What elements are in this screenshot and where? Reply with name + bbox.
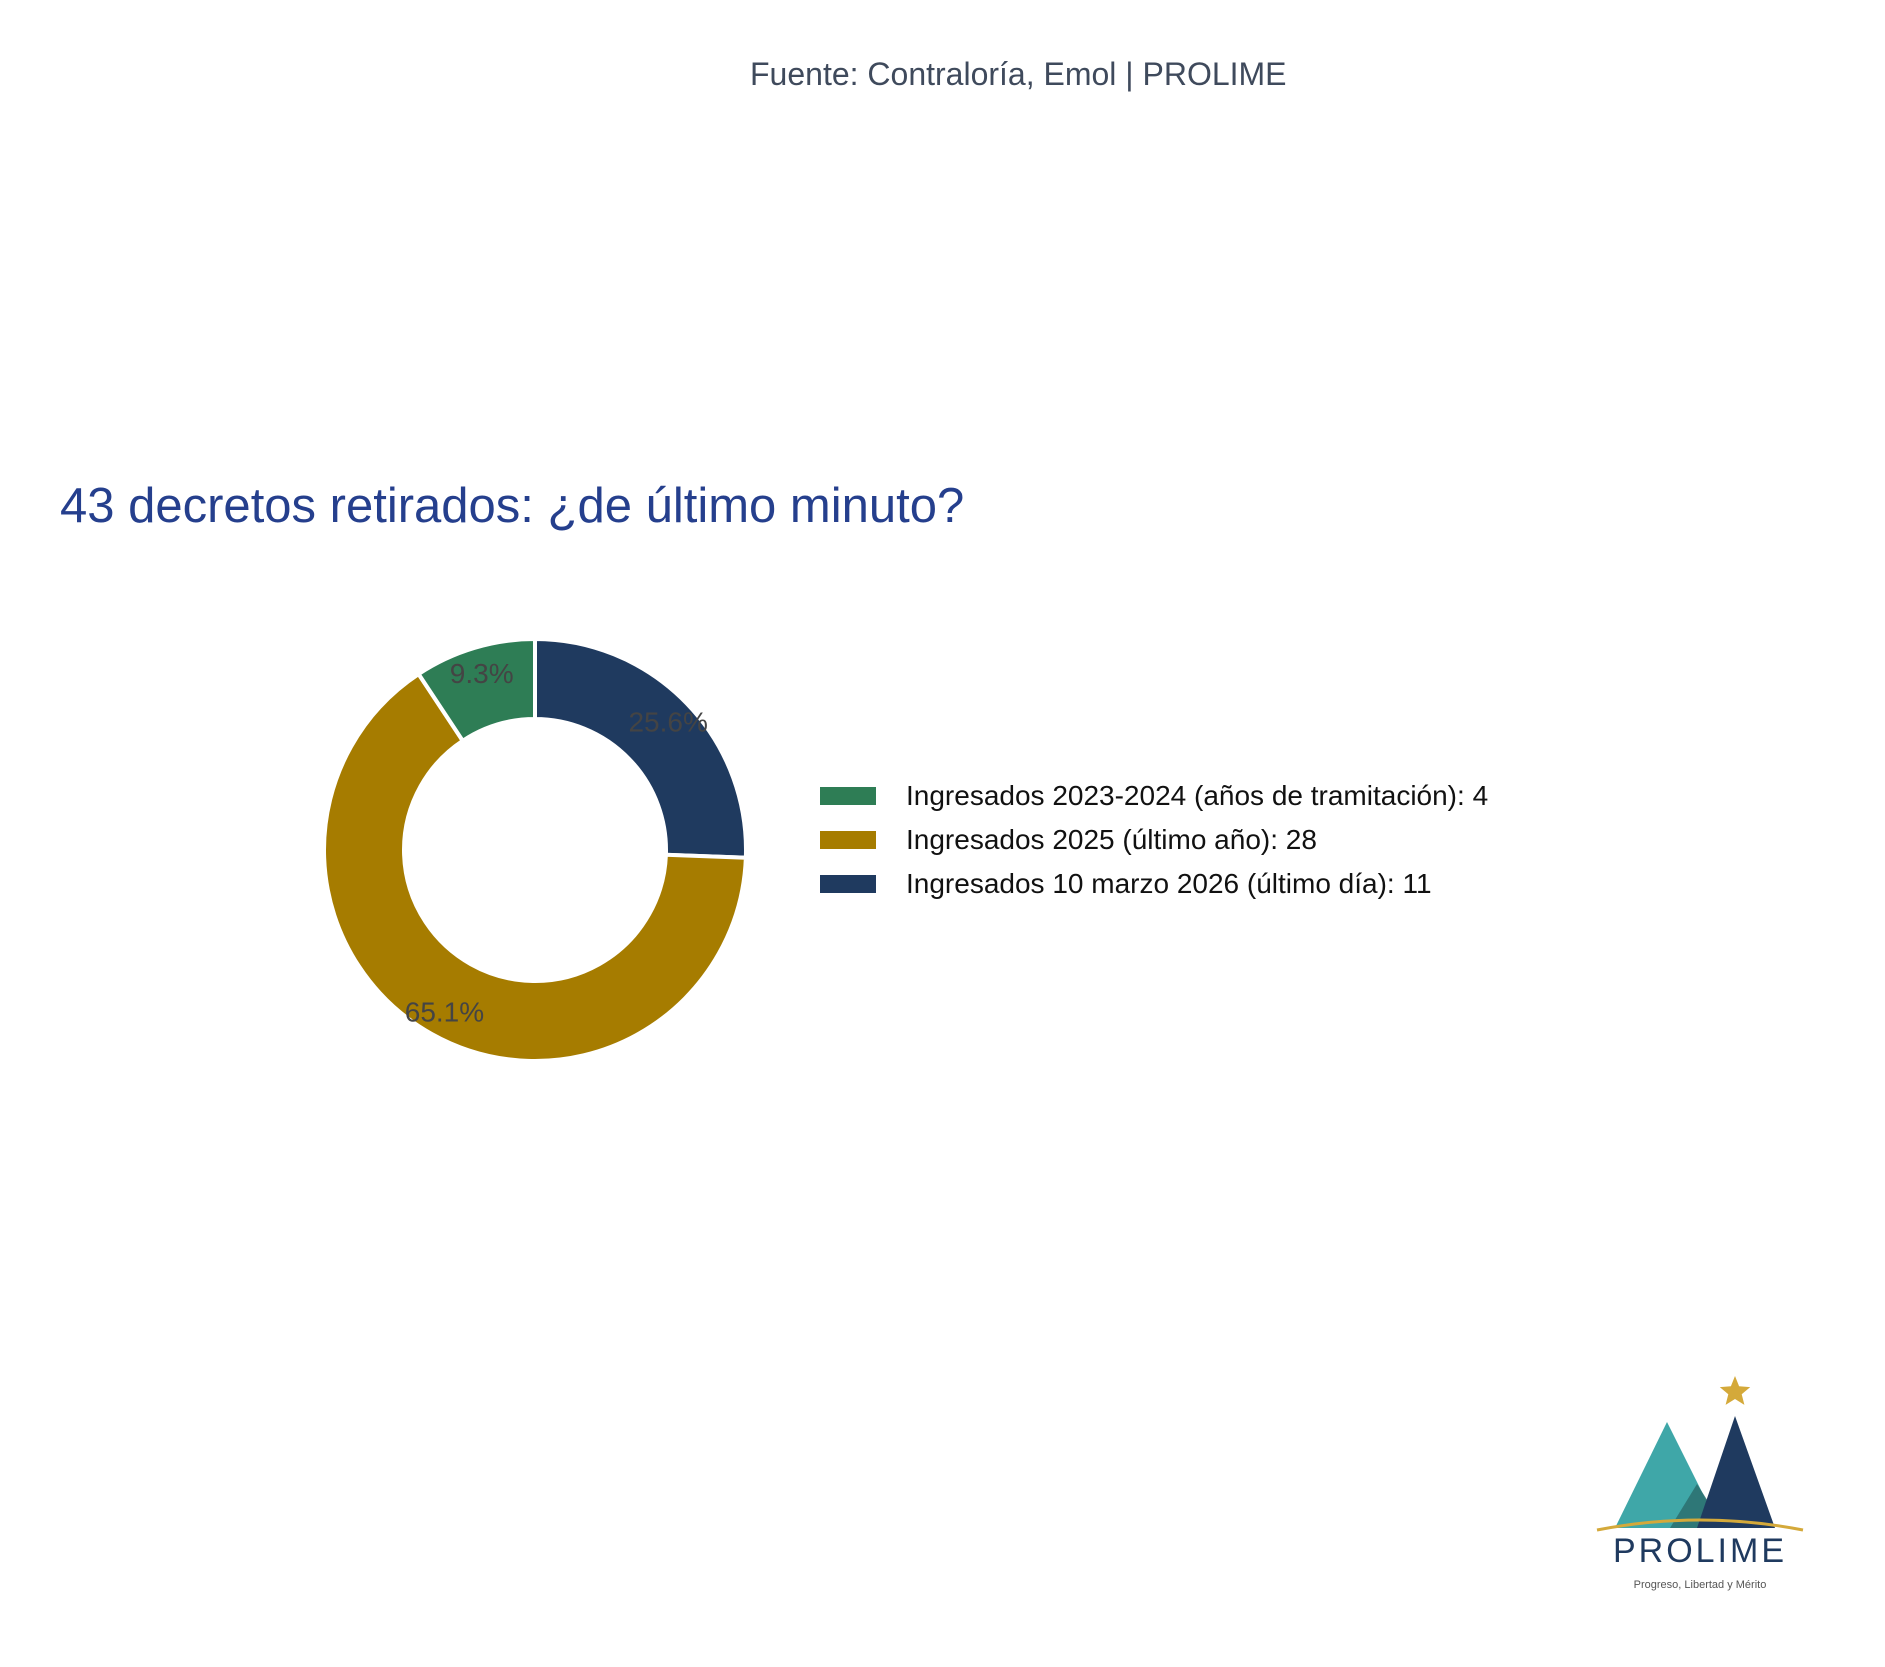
prolime-logo: PROLIME Progreso, Libertad y Mérito <box>1596 1376 1804 1591</box>
legend-item[interactable]: Ingresados 2023-2024 (años de tramitació… <box>820 774 1488 818</box>
slice-percent-label: 9.3% <box>450 658 514 689</box>
slice-percent-label: 25.6% <box>628 707 707 738</box>
star-icon <box>1719 1376 1751 1405</box>
slice-percent-label: 65.1% <box>405 996 484 1027</box>
legend-label: Ingresados 10 marzo 2026 (último día): 1… <box>906 868 1432 899</box>
donut-slice[interactable] <box>533 636 748 860</box>
logo-mountain-navy <box>1697 1416 1775 1528</box>
legend: Ingresados 2023-2024 (años de tramitació… <box>820 774 1488 906</box>
legend-label: Ingresados 2025 (último año): 28 <box>906 824 1317 855</box>
legend-item[interactable]: Ingresados 10 marzo 2026 (último día): 1… <box>820 862 1488 906</box>
legend-label: Ingresados 2023-2024 (años de tramitació… <box>906 780 1489 811</box>
logo-wordmark: PROLIME <box>1613 1532 1787 1570</box>
donut-slice[interactable] <box>322 671 748 1063</box>
chart-title: 43 decretos retirados: ¿de último minuto… <box>60 479 965 533</box>
source-note: Fuente: Contraloría, Emol | PROLIME <box>750 56 1287 92</box>
legend-swatch-2023-2024 <box>820 787 876 805</box>
legend-swatch-2025 <box>820 831 876 849</box>
legend-item[interactable]: Ingresados 2025 (último año): 28 <box>820 818 1488 862</box>
logo-tagline: Progreso, Libertad y Mérito <box>1634 1579 1767 1591</box>
logo-arc <box>1596 1518 1804 1532</box>
donut-slice[interactable] <box>415 636 537 744</box>
legend-swatch-2026 <box>820 875 876 893</box>
